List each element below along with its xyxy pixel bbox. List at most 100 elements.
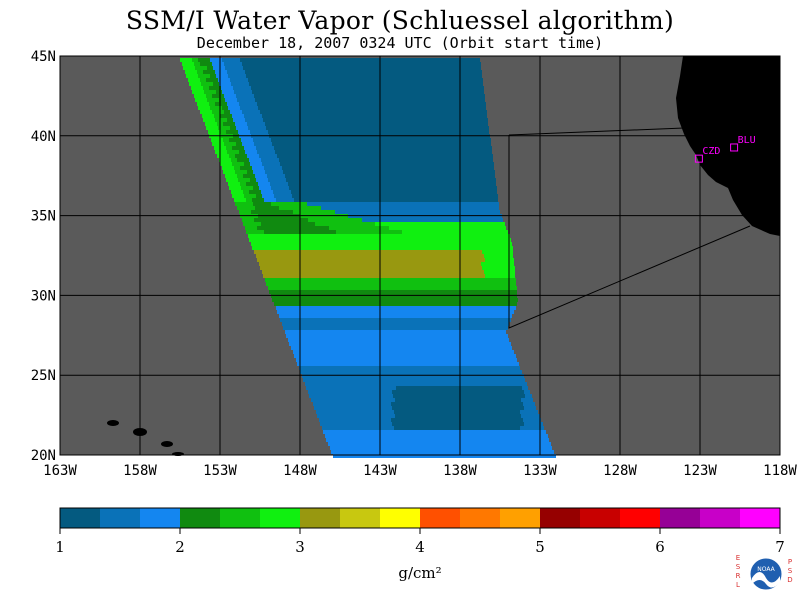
swath-cell: [293, 210, 335, 214]
swath-cell: [320, 422, 392, 426]
swath-cell: [285, 174, 495, 178]
swath-cell: [198, 74, 210, 78]
swath-cell: [244, 162, 250, 166]
swath-cell: [247, 170, 253, 174]
swath-cell: [237, 174, 243, 178]
swath-cell: [203, 86, 209, 90]
swath-cell: [245, 150, 257, 154]
swath-cell: [232, 146, 244, 150]
swath-cell: [321, 206, 499, 210]
swath-cell: [262, 270, 484, 274]
swath-cell: [271, 186, 289, 190]
swath-cell: [253, 186, 259, 190]
colorbar-swatch: [620, 508, 660, 528]
swath-cell: [283, 170, 495, 174]
swath-cell: [248, 234, 510, 238]
swath-cell: [525, 394, 532, 398]
swath-cell: [282, 166, 494, 170]
swath-cell: [261, 190, 273, 194]
swath-cell: [191, 86, 203, 90]
swath-cell: [263, 118, 488, 122]
swath-cell: [224, 110, 230, 114]
swath-cell: [228, 106, 240, 110]
axis-layer: 163W 158W 153W 148W 143W 138W 133W 128W 123W 118W…: [31, 49, 798, 479]
lon-tick-label: 133W: [523, 463, 557, 479]
swath-cell: [389, 226, 506, 230]
lon-tick-label: 143W: [363, 463, 397, 479]
swath-cell: [243, 66, 481, 70]
domain-line: [508, 135, 751, 329]
swath-cell: [207, 66, 213, 70]
swath-cell: [206, 126, 218, 130]
station-marker: [694, 154, 703, 163]
swath-cell: [225, 66, 243, 70]
swath-cell: [249, 158, 261, 162]
lat-tick-label: 20N: [31, 448, 56, 464]
lat-tick-label: 25N: [31, 368, 56, 384]
swath-cell: [244, 194, 256, 198]
swath-cell: [235, 122, 247, 126]
swath-cell: [234, 198, 246, 202]
map-frame: [59, 55, 781, 456]
colorbar-tick-label: 3: [295, 538, 305, 556]
swath-cell: [225, 174, 237, 178]
swath-cell: [208, 130, 220, 134]
swath-cell: [283, 326, 508, 330]
colorbar-swatch: [100, 508, 140, 528]
swath-cell: [240, 106, 258, 110]
swath-cell: [236, 94, 254, 98]
colorbar-swatch: [460, 508, 500, 528]
swath-cell: [251, 86, 484, 90]
colorbar-swatch: [60, 508, 100, 528]
swath-cell: [213, 66, 225, 70]
swath-cell: [232, 114, 244, 118]
swath-cell: [328, 442, 551, 446]
domain-line: [508, 127, 685, 136]
station-label: CZD: [702, 146, 720, 157]
swath-cell: [229, 154, 235, 158]
colorbar-swatch: [740, 508, 780, 528]
swath-cell: [241, 138, 253, 142]
swath-cell: [257, 258, 485, 262]
noaa-logo-icon: NOAA: [749, 557, 783, 591]
station-marker: [730, 143, 739, 152]
swath-cell: [394, 410, 520, 414]
swath-cell: [288, 338, 509, 342]
swath-cell: [180, 58, 192, 62]
map-title: SSM/I Water Vapor (Schluessel algorithm): [125, 6, 675, 35]
swath-cell: [217, 154, 229, 158]
swath-cell: [231, 158, 237, 162]
swath-cell: [265, 278, 516, 282]
swath-cell: [215, 70, 227, 74]
swath-cell: [220, 130, 226, 134]
swath-cell: [313, 402, 391, 406]
lon-tick-label: 138W: [443, 463, 477, 479]
swath-cell: [201, 82, 213, 86]
lon-tick-label: 118W: [763, 463, 797, 479]
colorbar-tick-label: 1: [55, 538, 65, 556]
swath-cell: [303, 378, 525, 382]
swath-cell: [395, 414, 521, 418]
swath-cell: [250, 178, 256, 182]
swath-cell: [254, 142, 272, 146]
swath-cell: [195, 66, 207, 70]
swath-cell: [226, 178, 238, 182]
swath-cell: [241, 186, 253, 190]
swath-cell: [222, 106, 228, 110]
swath-cell: [276, 306, 516, 310]
swath-cell: [221, 86, 233, 90]
swath-cell: [228, 74, 246, 78]
swath-cell: [250, 162, 262, 166]
swath-cell: [292, 194, 498, 198]
swath-cell: [245, 226, 257, 230]
swath-cell: [246, 182, 258, 186]
swath-cell: [188, 78, 200, 82]
swath-cell: [225, 98, 237, 102]
swath-cell: [306, 386, 396, 390]
swath-cell: [265, 122, 488, 126]
swath-cell: [240, 58, 480, 62]
swath-cell: [206, 78, 218, 82]
swath-cell: [282, 322, 509, 326]
swath-cell: [259, 186, 271, 190]
